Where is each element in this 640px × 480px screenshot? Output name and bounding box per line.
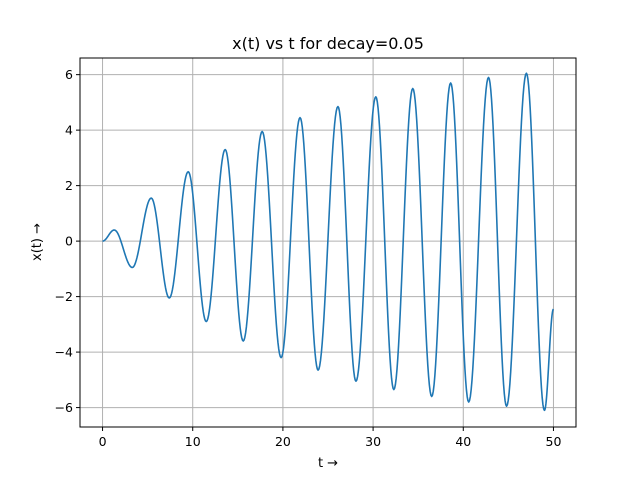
y-tick-label: −4 <box>55 345 73 360</box>
y-axis-label: x(t) → <box>30 223 45 261</box>
plot-frame <box>79 57 577 428</box>
x-tick-label: 20 <box>275 434 291 449</box>
y-tick-label: −2 <box>55 289 73 304</box>
x-tick-label: 40 <box>455 434 471 449</box>
y-tick-label: 4 <box>65 123 73 138</box>
x-tick-label: 10 <box>185 434 201 449</box>
y-tick-label: 6 <box>65 67 73 82</box>
grid <box>80 58 576 427</box>
y-tick-label: 2 <box>65 178 73 193</box>
x-tick-label: 30 <box>365 434 381 449</box>
x-tick-label: 0 <box>99 434 107 449</box>
ticks: 0 10 20 30 40 50 −6 −4 −2 0 2 4 6 <box>55 67 562 449</box>
x-axis-label: t → <box>318 456 338 471</box>
y-tick-label: 0 <box>65 234 73 249</box>
chart-title: x(t) vs t for decay=0.05 <box>232 34 424 53</box>
x-tick-label: 50 <box>546 434 562 449</box>
y-tick-label: −6 <box>55 400 73 415</box>
series-line <box>102 72 555 412</box>
series-layer <box>102 72 555 412</box>
